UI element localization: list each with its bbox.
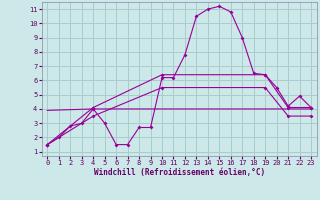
X-axis label: Windchill (Refroidissement éolien,°C): Windchill (Refroidissement éolien,°C) (94, 168, 265, 177)
